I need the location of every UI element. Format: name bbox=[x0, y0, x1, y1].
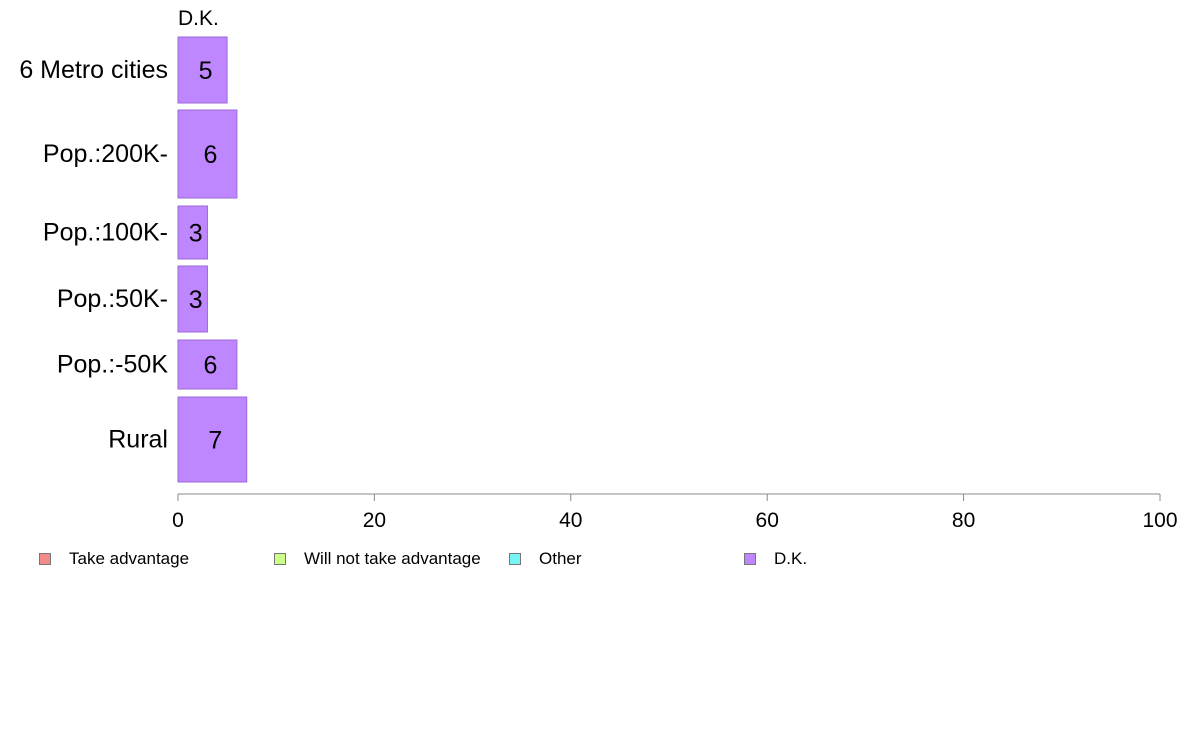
legend-item-other: Other bbox=[509, 549, 582, 569]
bar bbox=[177, 36, 228, 104]
bar-value-label: 3 bbox=[189, 220, 203, 248]
legend-label: D.K. bbox=[774, 549, 808, 568]
x-tick-label: 20 bbox=[363, 509, 386, 532]
bar bbox=[177, 205, 208, 260]
legend: Take advantage Will not take advantage O… bbox=[0, 549, 1188, 571]
legend-swatch bbox=[39, 553, 51, 565]
legend-label: Will not take advantage bbox=[304, 549, 481, 568]
category-label: Rural bbox=[108, 426, 168, 454]
legend-item-take-advantage: Take advantage bbox=[39, 549, 189, 569]
category-label: 6 Metro cities bbox=[19, 56, 168, 84]
bar bbox=[177, 339, 238, 390]
bar-value-label: 7 bbox=[208, 427, 222, 455]
x-tick-label: 100 bbox=[1142, 509, 1177, 532]
legend-swatch bbox=[509, 553, 521, 565]
legend-swatch bbox=[744, 553, 756, 565]
x-tick-label: 40 bbox=[559, 509, 582, 532]
legend-label: Other bbox=[539, 549, 582, 568]
category-label: Pop.:200K- bbox=[43, 140, 168, 168]
category-label: Pop.:100K- bbox=[43, 219, 168, 247]
legend-label: Take advantage bbox=[69, 549, 190, 568]
legend-item-dk: D.K. bbox=[744, 549, 807, 569]
bar-chart: D.K. 6 Metro cities Pop.:200K- Pop.:100K- P… bbox=[19, 7, 1177, 532]
bar-value-label: 6 bbox=[204, 141, 218, 169]
legend-swatch bbox=[274, 553, 286, 565]
x-tick-label: 0 bbox=[172, 509, 184, 532]
category-label: Pop.:50K- bbox=[57, 285, 168, 313]
bar bbox=[177, 109, 238, 199]
bar-value-label: 5 bbox=[199, 57, 213, 85]
x-tick-label: 60 bbox=[756, 509, 779, 532]
category-label: Pop.:-50K bbox=[57, 351, 169, 379]
bar-value-label: 3 bbox=[189, 286, 203, 314]
bar bbox=[177, 265, 208, 333]
bar bbox=[177, 396, 248, 483]
legend-item-will-not-take-advantage: Will not take advantage bbox=[274, 549, 481, 569]
bar-value-label: 6 bbox=[204, 352, 218, 380]
x-tick-label: 80 bbox=[952, 509, 975, 532]
panel-title: D.K. bbox=[178, 7, 219, 30]
